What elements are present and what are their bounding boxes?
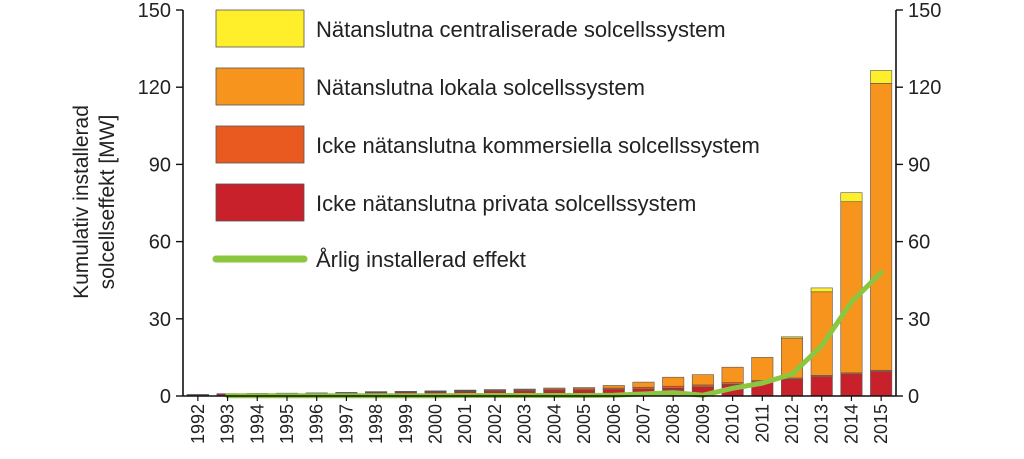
bar-1998-series-2 [365,391,388,393]
y-tick-label-right-120: 120 [908,77,941,99]
bar-2012-series-3 [781,336,804,339]
legend-swatch-0 [215,9,305,48]
bar-2013-series-0 [810,376,833,397]
legend: Nätanslutna centraliserade solcellssyste… [212,9,760,272]
legend-item-1: Nätanslutna lokala solcellssystem [215,67,645,106]
bar-1992-series-1 [186,394,209,396]
bar-2000-series-2 [424,390,447,392]
y-tick-label-right-0: 0 [908,386,919,408]
x-tick-label-1993: 1993 [218,404,238,444]
bar-2013-series-3 [810,287,833,293]
x-tick-label-1992: 1992 [188,404,208,444]
x-tick-label-2006: 2006 [604,404,624,444]
y-tick-label-left-120: 120 [138,77,171,99]
y-tick-label-left-60: 60 [149,232,171,254]
bar-2010-series-2 [721,366,744,383]
bar-2011-series-2 [751,357,774,381]
legend-label-0: Nätanslutna centraliserade solcellssyste… [316,17,726,42]
x-tick-label-2011: 2011 [752,404,772,443]
x-tick-label-2000: 2000 [426,404,446,444]
x-tick-label-1994: 1994 [247,404,267,444]
x-tick-label-1996: 1996 [307,404,327,444]
y-tick-label-right-90: 90 [908,154,930,176]
legend-item-3: Icke nätanslutna privata solcellssystem [215,183,696,222]
bar-2014-series-3 [840,192,863,203]
x-tick-label-1999: 1999 [396,404,416,444]
bar-2014-series-0 [840,373,863,397]
legend-item-4: Årlig installerad effekt [212,247,526,272]
bar-2001-series-2 [454,389,477,391]
bar-2006-series-2 [602,385,625,389]
bars [186,70,893,397]
x-tick-label-2012: 2012 [782,404,802,444]
legend-item-2: Icke nätanslutna kommersiella solcellssy… [215,125,760,164]
y-tick-label-right-30: 30 [908,309,930,331]
bar-2003-series-2 [513,388,536,391]
legend-swatch-2 [215,125,305,164]
legend-label-4: Årlig installerad effekt [316,247,526,272]
legend-swatch-3 [215,183,305,222]
y-tick-label-left-150: 150 [138,0,171,22]
x-tick-label-2002: 2002 [485,404,505,444]
x-tick-label-2010: 2010 [723,404,743,444]
x-tick-label-2005: 2005 [574,404,594,444]
annual-installed-line [225,269,884,399]
x-tick-label-2001: 2001 [455,404,475,444]
x-tick-label-2007: 2007 [633,404,653,444]
x-tick-label-2015: 2015 [871,404,891,444]
legend-label-3: Icke nätanslutna privata solcellssystem [316,191,696,216]
bar-1997-series-1 [335,392,358,394]
x-tick-label-2009: 2009 [693,404,713,444]
y-tick-label-left-0: 0 [160,386,171,408]
x-tick-label-2008: 2008 [663,404,683,444]
y-axis-title: Kumulativ installerad solcellseffekt [MW… [70,105,119,299]
bar-2015-series-0 [870,371,893,397]
y-tick-label-left-30: 30 [149,309,171,331]
legend-swatch-1 [215,67,305,106]
bar-2015-series-3 [870,70,893,84]
y-tick-label-right-60: 60 [908,232,930,254]
bar-2009-series-1 [691,384,714,388]
bar-2015-series-2 [870,83,893,371]
x-tick-label-1995: 1995 [277,404,297,444]
axes: 0 30 60 90 120 150 0 30 60 90 120 150 1992 1993 1994 19… [138,0,942,444]
legend-label-1: Nätanslutna lokala solcellssystem [316,75,645,100]
x-tick-label-1998: 1998 [366,404,386,444]
bar-1999-series-2 [394,391,417,393]
y-axis-title-line-2: solcellseffekt [MW] [96,115,119,290]
legend-label-2: Icke nätanslutna kommersiella solcellssy… [316,133,760,158]
y-tick-label-right-150: 150 [908,0,941,22]
x-tick-label-1997: 1997 [336,404,356,444]
bar-2012-series-0 [781,378,804,397]
bar-2008-series-1 [662,385,685,389]
x-tick-label-2003: 2003 [515,404,535,444]
bar-2007-series-2 [632,381,655,388]
bar-2002-series-2 [483,389,506,391]
x-tick-label-2013: 2013 [812,404,832,444]
legend-item-0: Nätanslutna centraliserade solcellssyste… [215,9,726,48]
y-tick-label-left-90: 90 [149,154,171,176]
bar-2008-series-2 [662,376,685,387]
y-axis-title-line-1: Kumulativ installerad [70,105,93,299]
x-tick-label-2004: 2004 [544,404,564,444]
bar-2004-series-2 [543,387,566,390]
bar-2005-series-2 [573,387,596,390]
bar-2009-series-2 [691,374,714,386]
bar-2014-series-2 [840,201,863,374]
annual-line-layer [225,269,884,399]
x-tick-label-2014: 2014 [841,404,861,444]
